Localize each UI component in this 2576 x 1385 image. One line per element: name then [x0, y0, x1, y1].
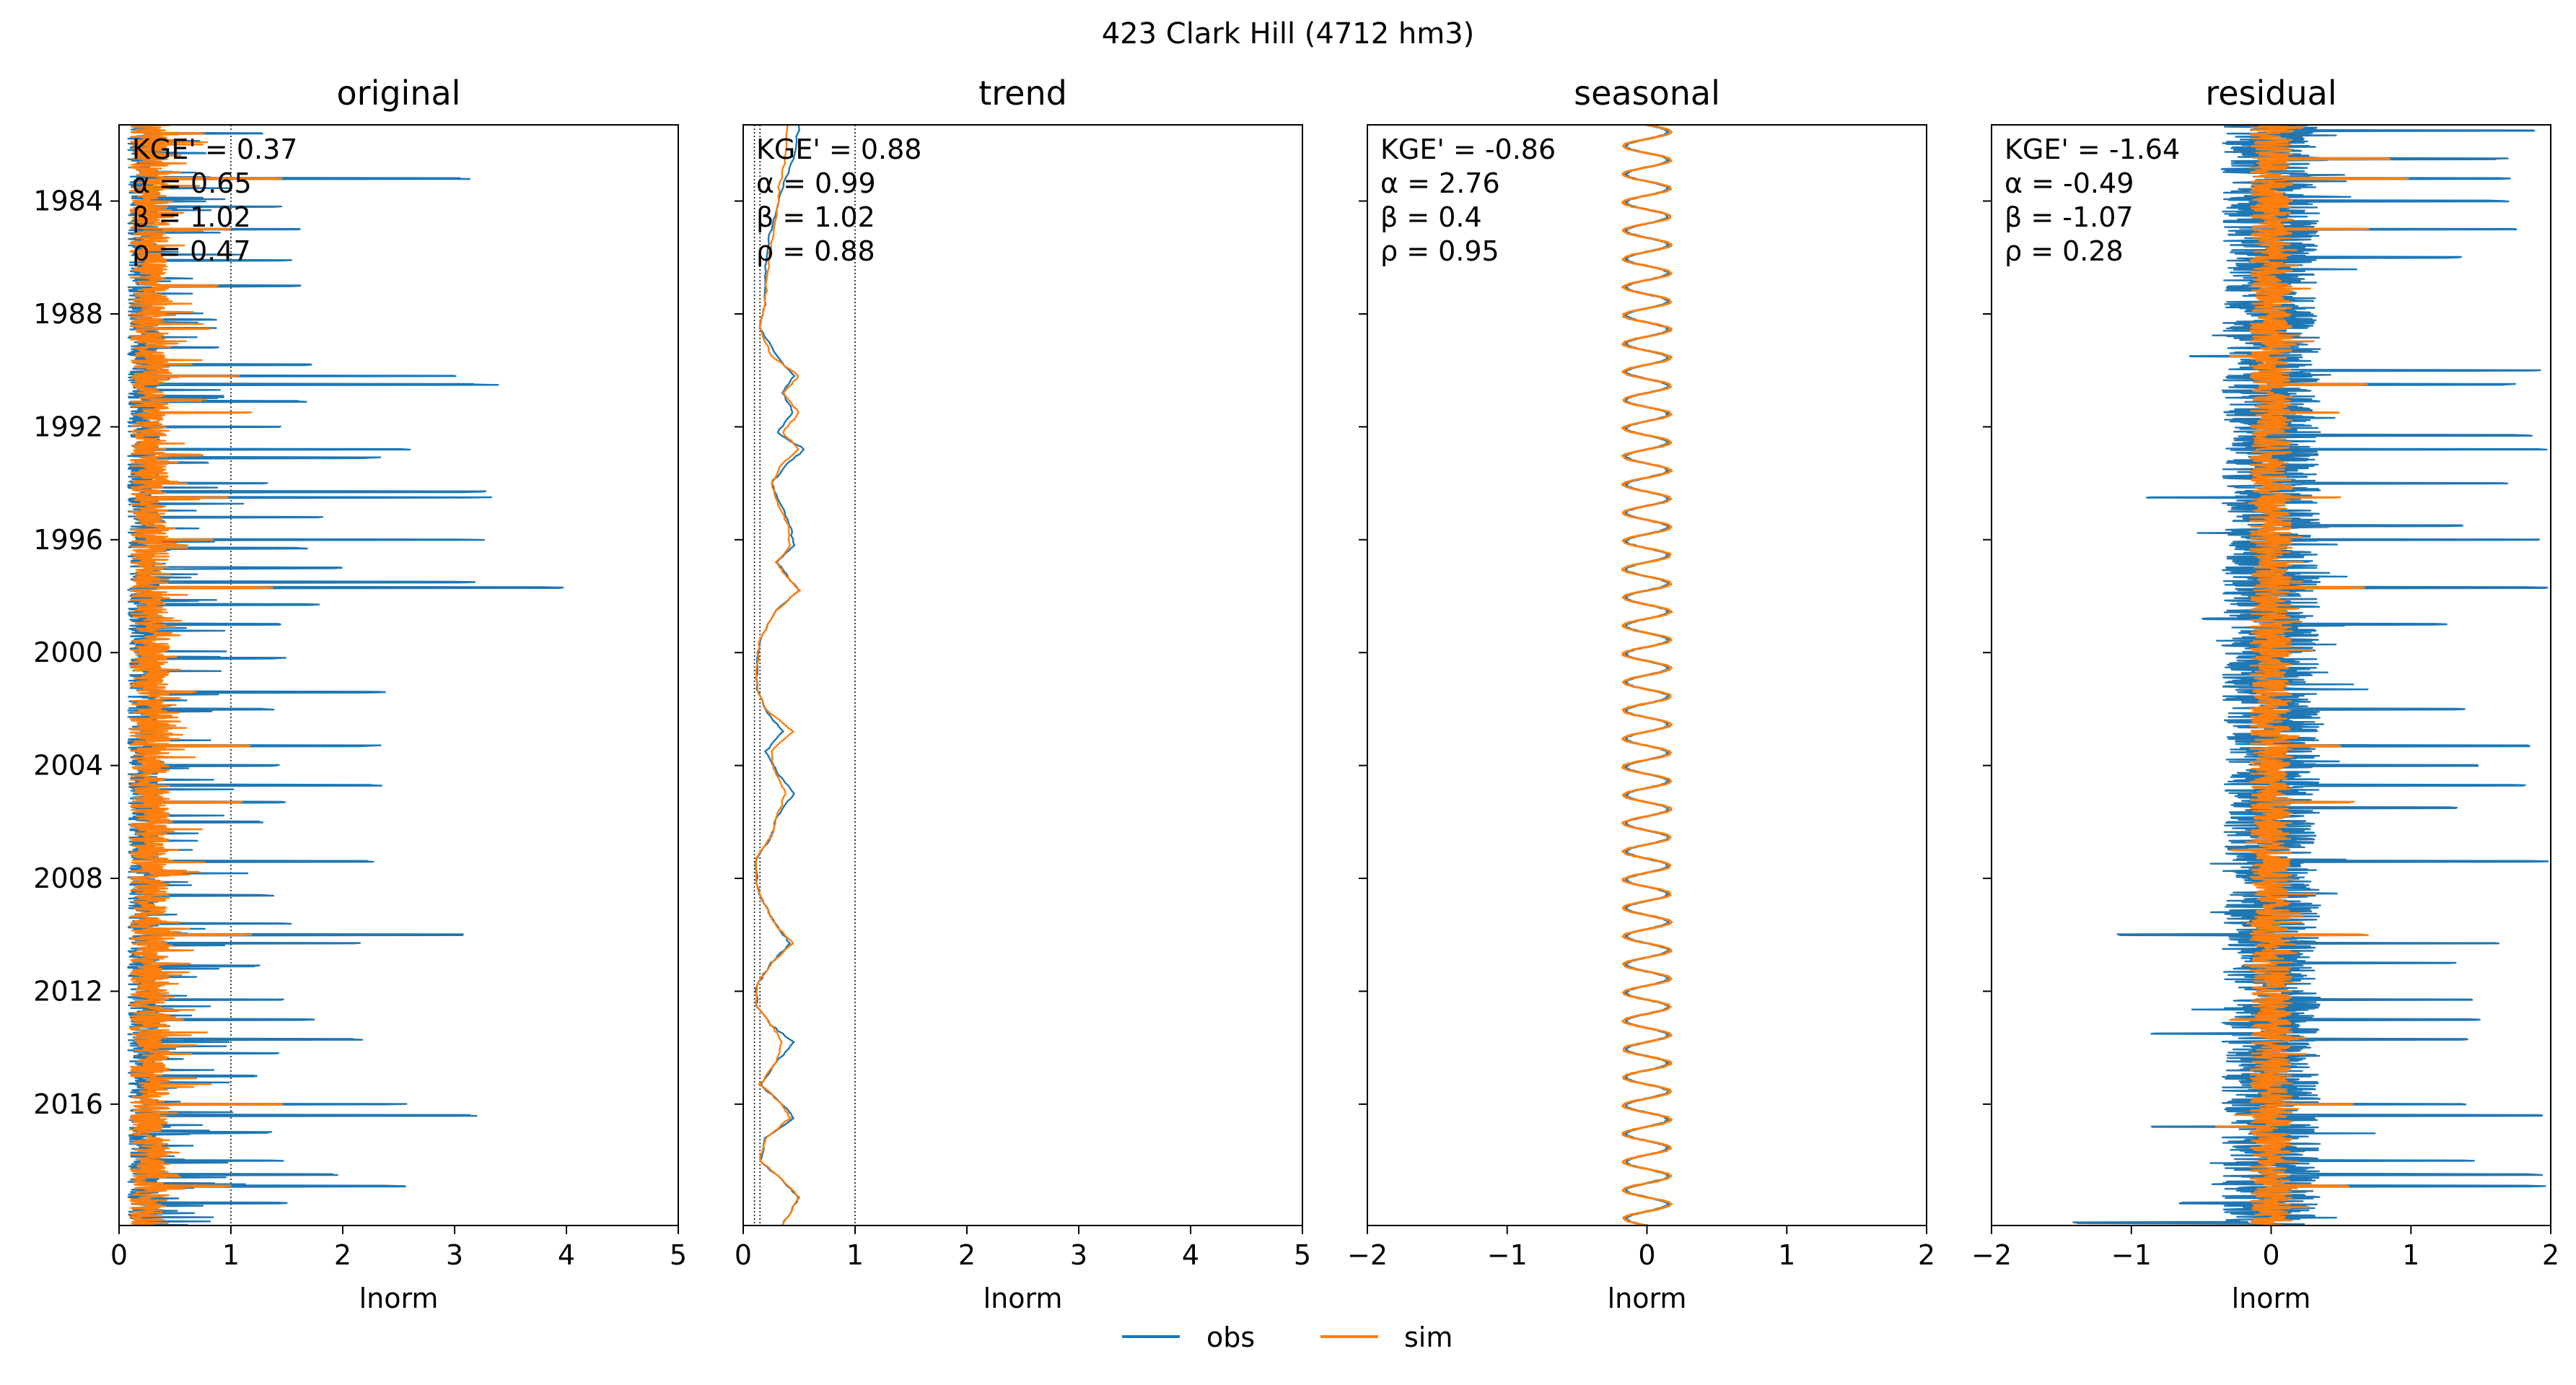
panel-seasonal: seasonal −2 −1 0 1 2 lnorm KGE' = -0.86α = 2.76… [1347, 74, 1935, 1314]
x-tick-label: 1 [846, 1239, 864, 1271]
x-axis-label: lnorm [983, 1283, 1063, 1314]
x-tick-label: −2 [1347, 1239, 1388, 1271]
series-line-sim [755, 125, 802, 1225]
legend-sim-label: sim [1404, 1321, 1453, 1353]
metric-annotation: ρ = 0.28 [2005, 235, 2124, 267]
panel-title: residual [2205, 74, 2336, 113]
metric-annotation: β = 1.02 [756, 201, 875, 233]
panel-title: seasonal [1574, 74, 1720, 113]
x-tick-label: −1 [2111, 1239, 2152, 1271]
x-axis-label: lnorm [1608, 1283, 1687, 1314]
metric-annotation: β = 1.02 [132, 201, 251, 233]
metric-annotation: α = 0.99 [756, 167, 876, 199]
x-tick-label: 4 [558, 1239, 575, 1271]
series-line-sim [2214, 125, 2409, 1225]
y-tick-label: 1984 [33, 185, 103, 217]
x-tick-label: 3 [1070, 1239, 1087, 1271]
plot-area [127, 125, 564, 1225]
x-tick-label: −1 [1487, 1239, 1528, 1271]
y-tick-label: 2000 [33, 637, 103, 668]
x-tick-label: 5 [1294, 1239, 1311, 1271]
x-tick-label: 2 [958, 1239, 976, 1271]
x-axis-label: lnorm [2232, 1283, 2311, 1314]
panel-original: original 0 1 2 3 4 5 lnorm 1984 1988 1992 1996 2000 2… [33, 74, 687, 1314]
x-tick-label: 1 [1778, 1239, 1795, 1271]
plot-area [1621, 125, 1673, 1225]
y-tick-label: 1996 [33, 524, 103, 556]
series-line-sim [1621, 125, 1673, 1225]
y-tick-label: 2008 [33, 862, 103, 894]
legend-obs-label: obs [1206, 1321, 1255, 1353]
metric-annotation: α = 2.76 [1380, 167, 1500, 199]
y-tick-label: 2004 [33, 750, 103, 782]
y-tick-label: 1988 [33, 298, 103, 330]
panel-residual: residual −2 −1 0 1 2 lnorm KGE' = -1.64α = -0.4… [1971, 74, 2559, 1314]
y-tick-label: 1992 [33, 411, 103, 442]
metric-annotation: KGE' = -0.86 [1380, 134, 1556, 165]
x-tick-label: 4 [1182, 1239, 1199, 1271]
y-tick-label: 2012 [33, 975, 103, 1007]
x-axis-label: lnorm [359, 1283, 439, 1314]
plot-area [753, 125, 856, 1225]
metric-annotation: β = -1.07 [2005, 201, 2134, 233]
y-tick-label: 2016 [33, 1088, 103, 1120]
legend: obs sim [1122, 1321, 1453, 1353]
metric-annotation: β = 0.4 [1380, 201, 1482, 233]
x-tick-label: 0 [1638, 1239, 1655, 1271]
axes-frame [742, 124, 1303, 1226]
plot-area [2072, 125, 2549, 1225]
x-tick-label: −2 [1971, 1239, 2012, 1271]
metric-annotation: ρ = 0.95 [1380, 235, 1499, 267]
x-tick-label: 0 [2262, 1239, 2279, 1271]
x-tick-label: 5 [670, 1239, 687, 1271]
axes-frame [118, 124, 679, 1226]
metric-annotation: ρ = 0.47 [132, 235, 251, 267]
x-tick-label: 3 [446, 1239, 463, 1271]
series-line-sim [129, 125, 284, 1225]
metric-annotation: KGE' = 0.88 [756, 134, 921, 165]
panel-trend: trend 0 1 2 3 4 5 lnorm KGE' = 0.88α = 0.99β = 1… [735, 74, 1311, 1314]
metric-annotation: ρ = 0.88 [756, 235, 875, 267]
metric-annotation: KGE' = 0.37 [132, 134, 297, 165]
series-line-obs [2072, 125, 2549, 1225]
x-tick-label: 2 [2542, 1239, 2559, 1271]
panel-title: original [337, 74, 461, 113]
panel-title: trend [978, 74, 1067, 113]
x-tick-label: 0 [110, 1239, 128, 1271]
metric-annotation: KGE' = -1.64 [2005, 134, 2180, 165]
figure-suptitle: 423 Clark Hill (4712 hm3) [1102, 17, 1475, 51]
x-tick-label: 2 [1918, 1239, 1935, 1271]
metric-annotation: α = -0.49 [2005, 167, 2134, 199]
x-tick-label: 0 [735, 1239, 752, 1271]
metric-annotation: α = 0.65 [132, 167, 252, 199]
x-tick-label: 2 [334, 1239, 351, 1271]
x-tick-label: 1 [2402, 1239, 2419, 1271]
x-tick-label: 1 [222, 1239, 240, 1271]
